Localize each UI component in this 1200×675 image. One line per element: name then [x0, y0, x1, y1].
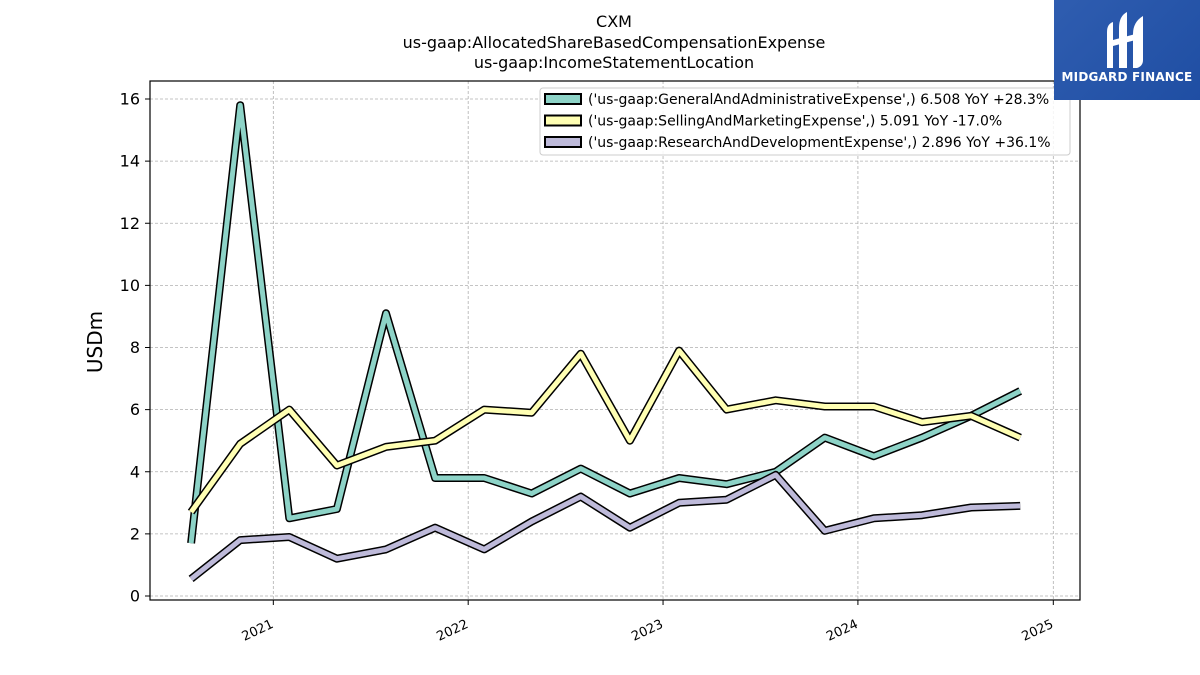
- y-tick-label: 0: [130, 587, 140, 606]
- legend-box: [539, 87, 1071, 156]
- series-line-outline: [188, 470, 1021, 583]
- logo: MIDGARD FINANCE: [1054, 0, 1200, 100]
- legend-label: ('us-gaap:SellingAndMarketingExpense',) …: [588, 114, 1002, 130]
- axes: 0 2 4 6 8 10 12 14 16 2021 2022 2023 2024 2025: [120, 80, 1081, 645]
- series-line-outline: [187, 346, 1022, 515]
- y-axis-label: USDm: [83, 311, 107, 373]
- logo-mark-icon: [1107, 12, 1143, 68]
- y-tick-label: 2: [130, 524, 140, 543]
- series-3: [188, 470, 1021, 583]
- x-tick-label: 2021: [240, 617, 276, 645]
- legend-label: ('us-gaap:GeneralAndAdministrativeExpens…: [588, 92, 1049, 108]
- plot-frame: [149, 80, 1081, 601]
- series-group: [187, 101, 1023, 583]
- series-1: [187, 101, 1023, 544]
- logo-text: MIDGARD FINANCE: [1061, 70, 1193, 84]
- y-tick-label: 8: [130, 338, 140, 357]
- chart-title-line-2: us-gaap:AllocatedShareBasedCompensationE…: [403, 33, 826, 52]
- legend: ('us-gaap:GeneralAndAdministrativeExpens…: [539, 87, 1071, 156]
- legend-item: ('us-gaap:GeneralAndAdministrativeExpens…: [544, 92, 1049, 108]
- x-tick-label: 2023: [629, 617, 665, 645]
- chart-title-line-1: CXM: [596, 12, 632, 31]
- y-tick-label: 14: [120, 152, 140, 171]
- y-tick-label: 10: [120, 276, 140, 295]
- y-tick-label: 6: [130, 400, 140, 419]
- chart-title-line-3: us-gaap:IncomeStatementLocation: [474, 53, 754, 72]
- series-line: [188, 102, 1022, 544]
- y-tick-label: 4: [130, 462, 140, 481]
- x-tick-label: 2024: [824, 617, 860, 645]
- x-tick-label: 2022: [435, 617, 471, 645]
- legend-item: ('us-gaap:ResearchAndDevelopmentExpense'…: [544, 135, 1051, 151]
- y-tick-label: 16: [120, 90, 140, 109]
- legend-label: ('us-gaap:ResearchAndDevelopmentExpense'…: [588, 135, 1051, 151]
- series-line: [189, 348, 1022, 514]
- chart-title: CXM us-gaap:AllocatedShareBasedCompensat…: [403, 12, 826, 72]
- legend-item: ('us-gaap:SellingAndMarketingExpense',) …: [544, 114, 1002, 130]
- legend-swatch: [544, 114, 582, 127]
- legend-swatch: [544, 93, 582, 105]
- series-line-outline: [187, 101, 1023, 544]
- x-tick-label: 2025: [1020, 617, 1056, 645]
- legend-swatch: [544, 136, 582, 148]
- y-tick-label: 12: [120, 214, 140, 233]
- series-line: [189, 472, 1021, 581]
- series-2: [187, 346, 1022, 515]
